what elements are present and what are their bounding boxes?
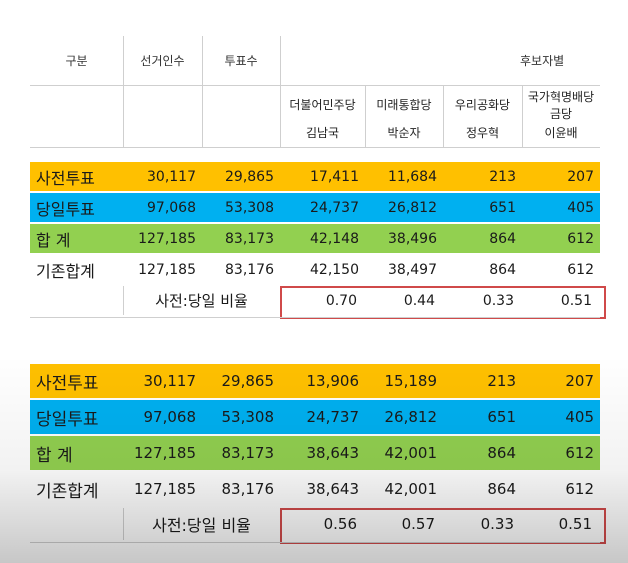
row-value: 97,068	[143, 408, 197, 426]
table-row: 사전투표 30,117 29,865 13,906 15,189 213 207	[30, 364, 600, 398]
ratio-value: 0.33	[480, 515, 514, 533]
ratio-row: 사전:당일 비율 0.56 0.57 0.33 0.51	[30, 508, 606, 544]
row-value: 213	[489, 168, 516, 185]
row-value: 651	[489, 199, 516, 216]
row-value: 864	[489, 230, 516, 247]
candidate-4: 이윤배	[544, 126, 578, 140]
row-value: 207	[567, 168, 594, 185]
row-value: 127,185	[138, 261, 196, 278]
row-value: 42,150	[310, 261, 359, 278]
row-value: 864	[489, 261, 516, 278]
party-3: 우리공화당	[454, 98, 511, 112]
party-4-line2: 금당	[549, 107, 573, 121]
row-value: 83,176	[225, 261, 274, 278]
row-value: 15,189	[384, 372, 438, 390]
table-row: 기존합계 127,185 83,176 38,643 42,001 864 612	[30, 472, 600, 506]
candidate-3: 정우혁	[465, 126, 500, 140]
ratio-highlight-box	[280, 508, 606, 544]
header-voters: 선거인수	[140, 54, 185, 68]
row-value: 83,173	[221, 444, 275, 462]
row-value: 38,497	[388, 261, 437, 278]
party-2: 미래통합당	[376, 98, 432, 112]
row-value: 127,185	[133, 444, 196, 462]
row-label: 사전투표	[36, 168, 95, 188]
row-label: 당일투표	[36, 409, 99, 430]
ratio-highlight-box	[280, 286, 606, 319]
row-value: 127,185	[138, 230, 196, 247]
row-value: 26,812	[388, 199, 437, 216]
header-votes: 투표수	[224, 54, 258, 68]
ratio-value: 0.33	[482, 292, 514, 309]
table-row: 당일투표 97,068 53,308 24,737 26,812 651 405	[30, 400, 600, 434]
row-value: 24,737	[306, 408, 360, 426]
table-header: 구분 선거인수 투표수 후보자별 더불어민주당 김남국 미래통합당 박순자 우리…	[30, 36, 600, 148]
row-value: 29,865	[225, 168, 274, 185]
ratio-value: 0.51	[560, 292, 592, 309]
row-value: 864	[487, 480, 516, 498]
row-value: 864	[487, 444, 516, 462]
row-value: 405	[565, 408, 594, 426]
row-value: 213	[487, 372, 516, 390]
row-value: 42,148	[310, 230, 359, 247]
ratio-value: 0.70	[325, 292, 357, 309]
row-value: 17,411	[310, 168, 359, 185]
row-label: 사전투표	[36, 373, 99, 394]
table-bottom-line	[30, 317, 600, 318]
row-value: 53,308	[221, 408, 275, 426]
table-row: 합 계 127,185 83,173 42,148 38,496 864 612	[30, 224, 600, 253]
row-value: 42,001	[384, 444, 438, 462]
row-value: 38,496	[388, 230, 437, 247]
ratio-value: 0.51	[558, 515, 592, 533]
header-gubun: 구분	[65, 54, 88, 68]
party-4-line1: 국가혁명배당	[527, 90, 595, 104]
table-row: 사전투표 30,117 29,865 17,411 11,684 213 207	[30, 162, 600, 191]
row-value: 207	[565, 372, 594, 390]
ratio-divider	[123, 286, 124, 315]
row-label: 기존합계	[36, 481, 99, 502]
ratio-divider	[123, 508, 124, 540]
ratio-label: 사전:당일 비율	[155, 292, 248, 310]
row-value: 30,117	[147, 168, 196, 185]
row-value: 29,865	[221, 372, 275, 390]
row-value: 651	[487, 408, 516, 426]
row-label: 합 계	[36, 230, 71, 250]
table-bottom-line	[30, 542, 600, 543]
candidate-1: 김남국	[305, 126, 340, 140]
row-value: 612	[565, 444, 594, 462]
row-value: 83,173	[225, 230, 274, 247]
header-candidates: 후보자별	[520, 54, 565, 68]
row-value: 612	[565, 480, 594, 498]
row-value: 24,737	[310, 199, 359, 216]
ratio-value: 0.56	[323, 515, 357, 533]
row-value: 26,812	[384, 408, 438, 426]
ratio-label: 사전:당일 비율	[152, 516, 251, 535]
table-row: 합 계 127,185 83,173 38,643 42,001 864 612	[30, 436, 600, 470]
row-label: 기존합계	[36, 261, 95, 281]
candidate-2: 박순자	[387, 126, 421, 140]
row-value: 38,643	[306, 480, 360, 498]
row-value: 13,906	[306, 372, 360, 390]
row-value: 612	[567, 261, 594, 278]
row-value: 42,001	[384, 480, 438, 498]
row-value: 83,176	[221, 480, 275, 498]
row-value: 405	[567, 199, 594, 216]
row-label: 합 계	[36, 445, 73, 466]
row-value: 38,643	[306, 444, 360, 462]
row-value: 612	[567, 230, 594, 247]
row-value: 127,185	[133, 480, 196, 498]
row-label: 당일투표	[36, 199, 95, 219]
row-value: 30,117	[143, 372, 197, 390]
ratio-value: 0.57	[401, 515, 435, 533]
table-row: 기존합계 127,185 83,176 42,150 38,497 864 612	[30, 255, 600, 284]
row-value: 11,684	[388, 168, 437, 185]
row-value: 53,308	[225, 199, 274, 216]
party-1: 더불어민주당	[289, 98, 356, 112]
row-value: 97,068	[147, 199, 196, 216]
ratio-value: 0.44	[403, 292, 435, 309]
ratio-row: 사전:당일 비율 0.70 0.44 0.33 0.51	[30, 286, 606, 319]
table-row: 당일투표 97,068 53,308 24,737 26,812 651 405	[30, 193, 600, 222]
